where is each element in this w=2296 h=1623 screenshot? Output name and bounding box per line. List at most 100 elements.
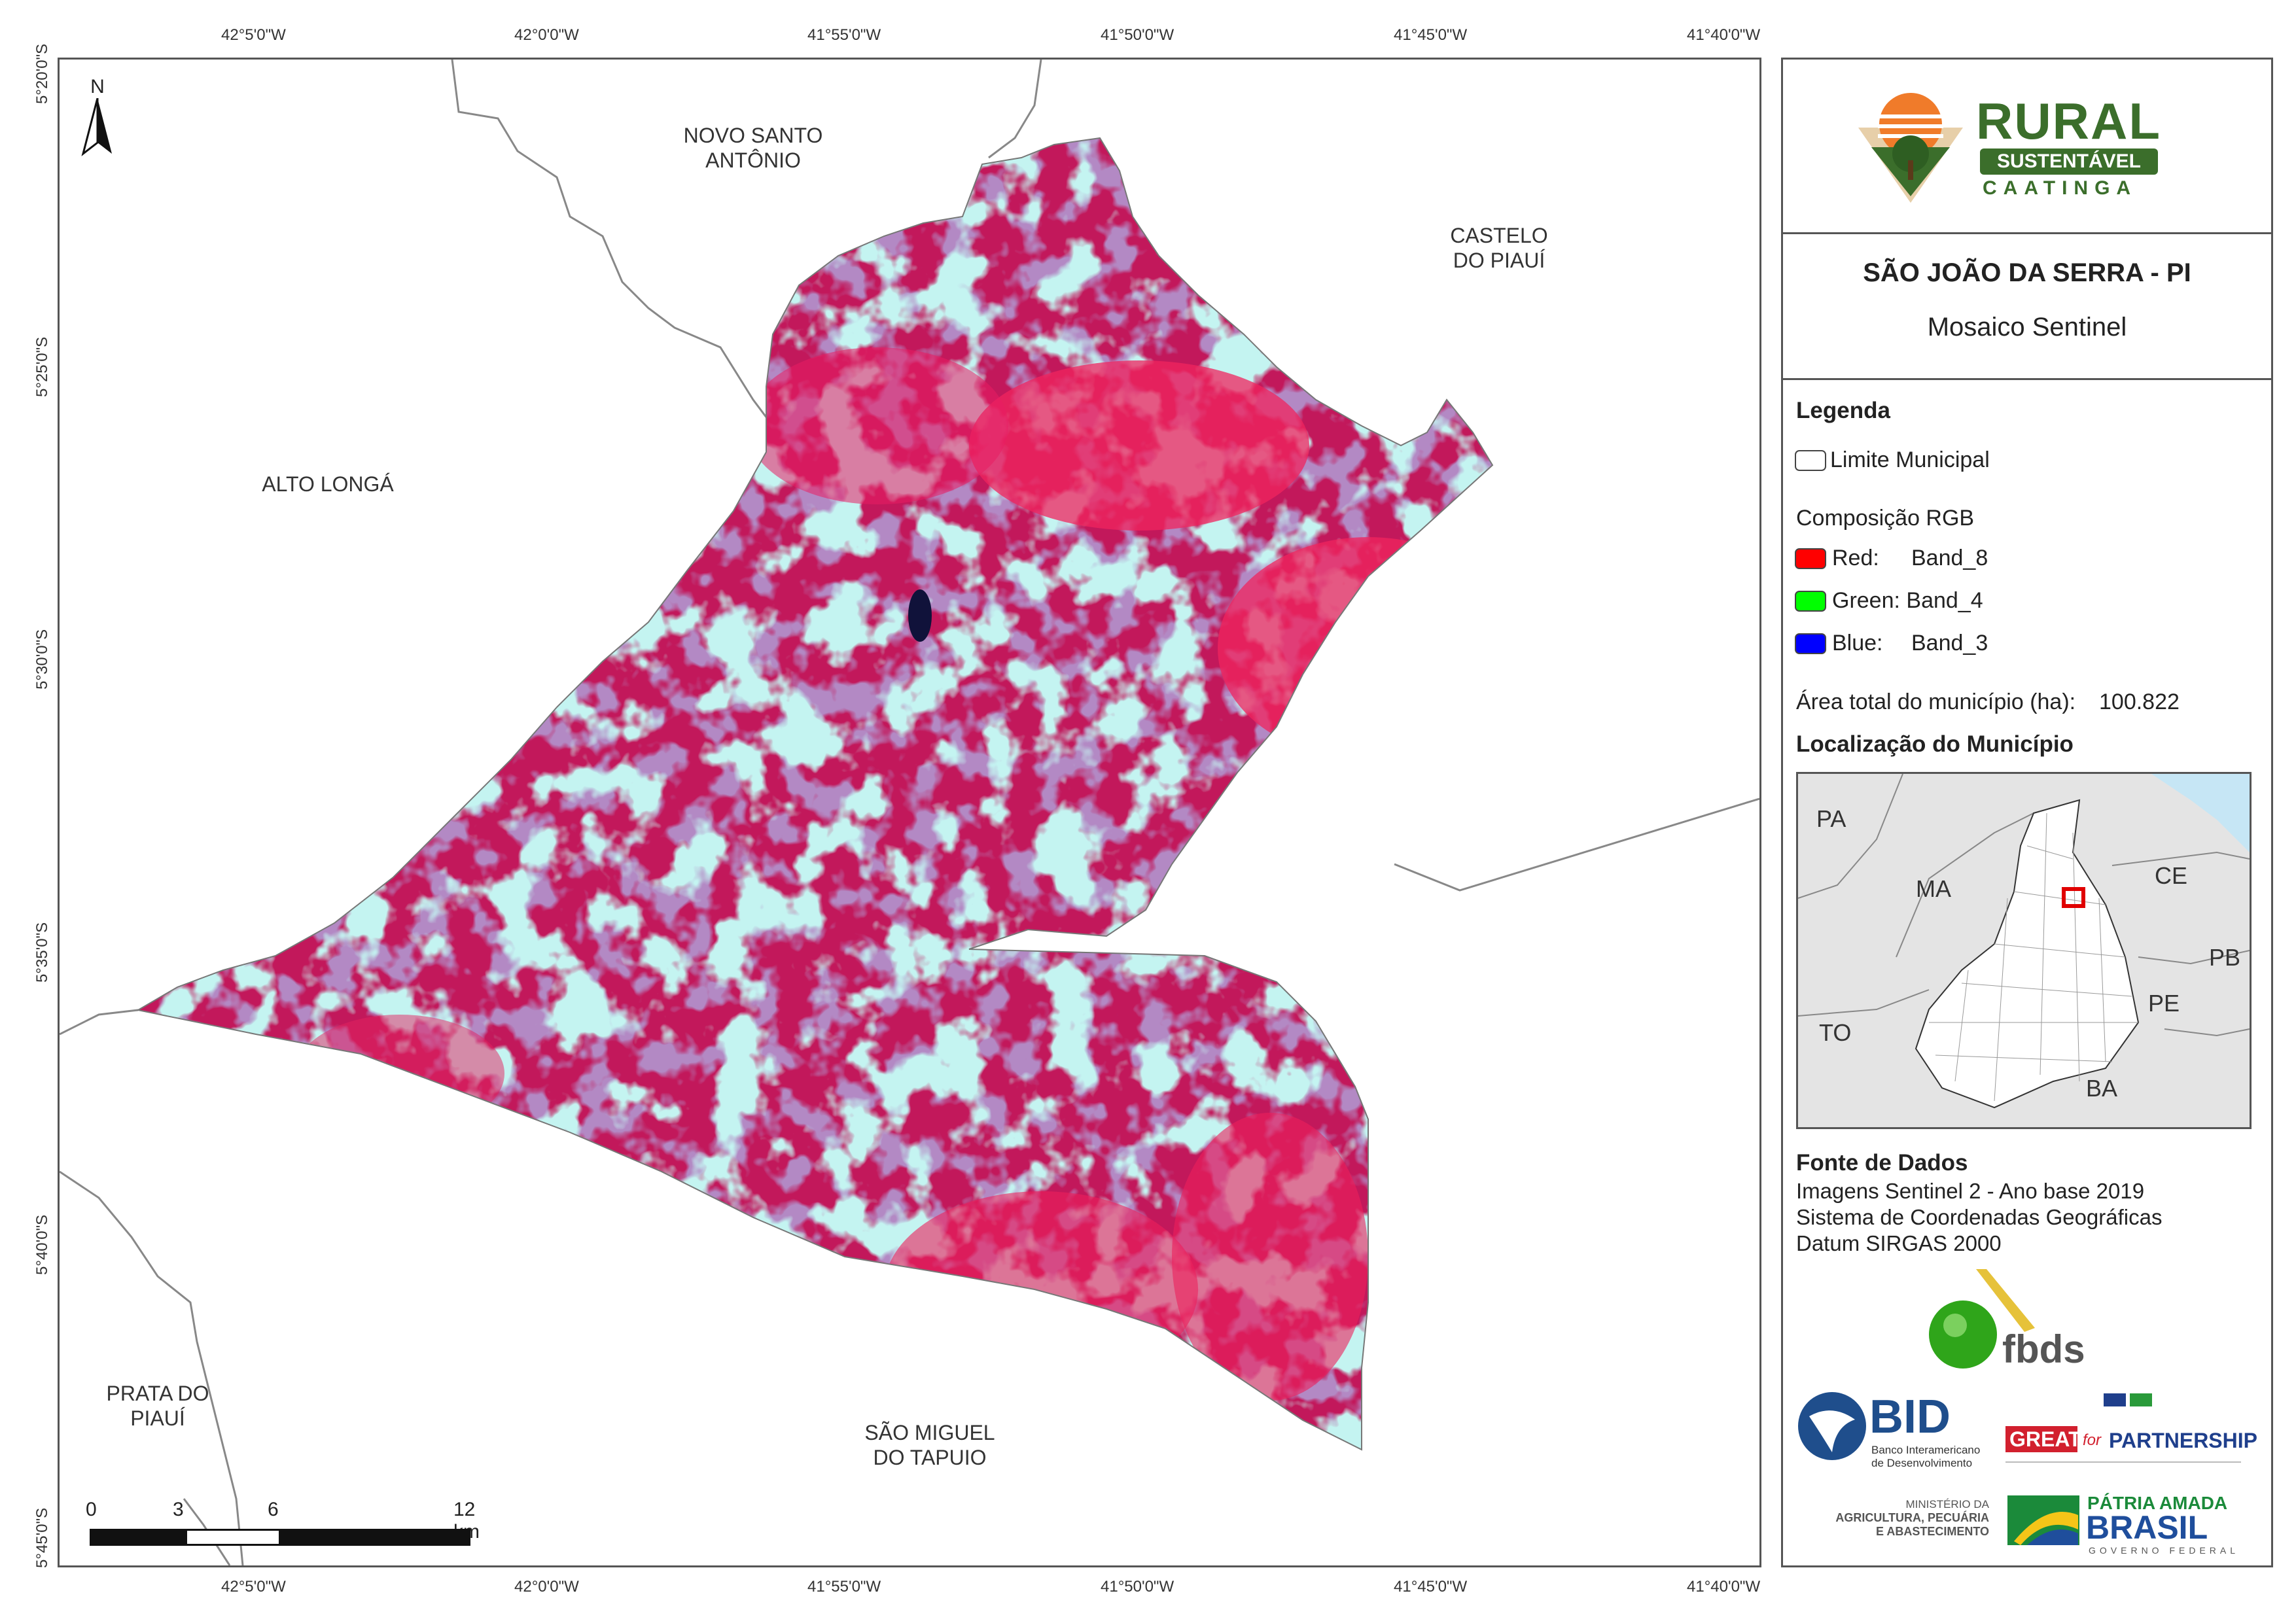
min-line-1: MINISTÉRIO DA: [1905, 1498, 1989, 1510]
coord-bottom-6: 41°40'0"W: [1687, 1578, 1761, 1596]
scale-segment: [281, 1529, 470, 1546]
legend-limit-label: Limite Municipal: [1830, 447, 1990, 472]
brasil-logo: PÁTRIA AMADA BRASIL GOVERNO FEDERAL: [2007, 1493, 2256, 1556]
coord-bottom-2: 42°0'0"W: [514, 1578, 579, 1596]
coord-left-1: 5°20'0"S: [33, 43, 51, 104]
north-arrow-icon: [81, 97, 112, 156]
label-line: CASTELO: [1450, 224, 1548, 247]
legend-limit-swatch: [1795, 450, 1826, 471]
label-novo-santo-antonio: NOVO SANTO ANTÔNIO: [668, 123, 838, 173]
fbds-ball-icon: [1929, 1269, 2035, 1369]
legend-title: Legenda: [1796, 398, 1890, 423]
bid-emblem-icon: [1798, 1392, 1866, 1460]
label-line: DO PIAUÍ: [1453, 249, 1545, 272]
patria-amada: PÁTRIA AMADA: [2087, 1493, 2228, 1513]
legend-red-swatch: [1795, 548, 1826, 569]
coord-bottom-5: 41°45'0"W: [1394, 1578, 1468, 1596]
coord-left-4: 5°35'0"S: [33, 922, 51, 983]
coord-top-2: 42°0'0"W: [514, 26, 579, 44]
legend-red-label: Red:: [1832, 546, 1879, 570]
fbds-text: fbds: [2002, 1327, 2085, 1371]
great-partnership-logo: GREAT for PARTNERSHIP: [2005, 1393, 2257, 1465]
coord-bottom-3: 41°55'0"W: [807, 1578, 881, 1596]
min-line-2: AGRICULTURA, PECUÁRIA: [1835, 1511, 1989, 1524]
source-line-2: Sistema de Coordenadas Geográficas: [1796, 1205, 2163, 1229]
north-letter: N: [90, 76, 105, 97]
piaui-state-shape: [1915, 799, 2140, 1109]
coord-left-3: 5°30'0"S: [33, 629, 51, 689]
ministerio-logo: MINISTÉRIO DA AGRICULTURA, PECUÁRIA E AB…: [1832, 1498, 1989, 1550]
great-underline: [2005, 1461, 2241, 1463]
legend-green-swatch: [1795, 591, 1826, 612]
coord-left-2: 5°25'0"S: [33, 336, 51, 397]
sources-title: Fonte de Dados: [1796, 1150, 1968, 1176]
state-ba: BA: [2086, 1075, 2118, 1102]
coord-left-5: 5°40'0"S: [33, 1214, 51, 1275]
great-for: for: [2083, 1431, 2102, 1449]
coord-top-6: 41°40'0"W: [1687, 26, 1761, 44]
label-line: NOVO SANTO: [683, 124, 823, 147]
satellite-map: [60, 60, 1759, 1565]
label-line: SÃO MIGUEL: [864, 1421, 995, 1444]
great-box: [2005, 1426, 2077, 1452]
location-title: Localização do Município: [1796, 731, 2074, 757]
logo-sustentavel: SUSTENTÁVEL: [1980, 148, 2158, 175]
legend-red-band: Band_8: [1911, 546, 1988, 570]
area-label: Área total do município (ha):: [1796, 689, 2076, 714]
scale-bar: 0 3 6 12 km: [79, 1499, 498, 1558]
coord-left-6: 5°45'0"S: [33, 1507, 51, 1568]
coord-top-1: 42°5'0"W: [221, 26, 286, 44]
state-to: TO: [1819, 1019, 1852, 1046]
coord-bottom-4: 41°50'0"W: [1101, 1578, 1174, 1596]
bid-text: BID: [1869, 1391, 1951, 1443]
logo-rural: RURAL: [1976, 92, 2161, 150]
bid-logo: BID Banco Interamericano de Desenvolvime…: [1796, 1390, 1992, 1469]
legend-rgb-title: Composição RGB: [1796, 506, 1975, 531]
coord-top-3: 41°55'0"W: [807, 26, 881, 44]
label-line: DO TAPUIO: [873, 1446, 987, 1469]
state-ma: MA: [1916, 875, 1951, 902]
neighbor-boundaries: [60, 60, 1759, 1565]
divider: [1783, 378, 2271, 380]
bid-sub-2: de Desenvolvimento: [1871, 1457, 1973, 1469]
legend-blue-swatch: [1795, 633, 1826, 654]
brasil-text: BRASIL: [2086, 1509, 2208, 1546]
label-line: ANTÔNIO: [705, 148, 801, 172]
logo-caatinga: CAATINGA: [1983, 177, 2138, 199]
municipality-locator: [2062, 887, 2085, 908]
fbds-logo: fbds: [1924, 1269, 2094, 1374]
coord-top-5: 41°45'0"W: [1394, 26, 1468, 44]
legend-green-label: Green: Band_4: [1832, 588, 1983, 613]
scale-segment: [185, 1529, 281, 1546]
coord-bottom-1: 42°5'0"W: [221, 1578, 286, 1596]
scale-segment: [90, 1529, 185, 1546]
scale-label-6: 6: [268, 1499, 279, 1520]
great-partnership: PARTNERSHIP: [2109, 1429, 2257, 1452]
coord-top-4: 41°50'0"W: [1101, 26, 1174, 44]
label-line: PIAUÍ: [130, 1406, 185, 1430]
min-line-3: E ABASTECIMENTO: [1875, 1525, 1989, 1538]
legend-blue-label: Blue:: [1832, 631, 1883, 655]
scale-label-0: 0: [86, 1499, 97, 1520]
map-frame: NOVO SANTO ANTÔNIO CASTELO DO PIAUÍ ALTO…: [58, 58, 1761, 1567]
scale-label-3: 3: [173, 1499, 184, 1520]
label-line: PRATA DO: [106, 1382, 209, 1405]
map-subtitle: Mosaico Sentinel: [1927, 313, 2127, 341]
bid-sub-1: Banco Interamericano: [1871, 1444, 1981, 1456]
municipality-image: [138, 138, 1492, 1450]
divider: [1783, 232, 2271, 234]
label-prata-do-piaui: PRATA DO PIAUÍ: [79, 1381, 236, 1431]
flags-icon: [2104, 1393, 2156, 1406]
state-pa: PA: [1816, 805, 1846, 832]
state-pe: PE: [2148, 990, 2180, 1017]
governo-federal: GOVERNO FEDERAL: [2089, 1545, 2240, 1556]
label-castelo-do-piaui: CASTELO DO PIAUÍ: [1421, 223, 1578, 273]
area-value: 100.822: [2099, 689, 2180, 714]
label-alto-longa: ALTO LONGÁ: [243, 472, 413, 497]
state-ce: CE: [2155, 862, 2188, 889]
brasil-flag-icon: [2007, 1495, 2079, 1545]
north-arrow: N: [78, 76, 117, 161]
caatinga-shield-icon: [1858, 93, 1963, 203]
label-line: ALTO LONGÁ: [262, 472, 394, 496]
rural-sustentavel-logo: RURAL SUSTENTÁVEL CAATINGA: [1852, 88, 2218, 206]
